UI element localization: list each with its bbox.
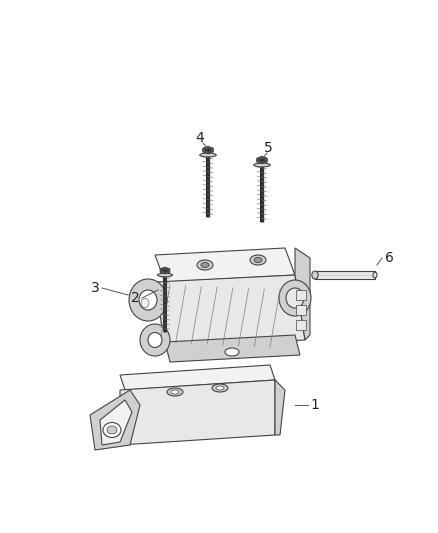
Ellipse shape bbox=[286, 288, 304, 308]
Polygon shape bbox=[100, 400, 132, 445]
Ellipse shape bbox=[254, 257, 262, 262]
Ellipse shape bbox=[373, 272, 377, 278]
Ellipse shape bbox=[216, 386, 224, 390]
Ellipse shape bbox=[158, 273, 173, 277]
Ellipse shape bbox=[279, 280, 311, 316]
Text: 1: 1 bbox=[310, 398, 319, 412]
Polygon shape bbox=[160, 267, 170, 274]
Ellipse shape bbox=[200, 153, 216, 157]
Polygon shape bbox=[203, 147, 213, 154]
Bar bbox=[296, 290, 306, 300]
Ellipse shape bbox=[171, 390, 179, 394]
Polygon shape bbox=[257, 156, 267, 164]
Ellipse shape bbox=[139, 290, 157, 310]
Polygon shape bbox=[90, 390, 140, 450]
Text: 4: 4 bbox=[196, 131, 205, 145]
Ellipse shape bbox=[225, 348, 239, 356]
Ellipse shape bbox=[197, 260, 213, 270]
Polygon shape bbox=[155, 248, 295, 282]
Text: 5: 5 bbox=[264, 141, 272, 155]
Text: 3: 3 bbox=[91, 281, 100, 295]
Ellipse shape bbox=[148, 333, 162, 348]
Ellipse shape bbox=[141, 298, 149, 308]
Polygon shape bbox=[165, 335, 300, 362]
Polygon shape bbox=[120, 380, 275, 445]
Bar bbox=[296, 320, 306, 330]
Bar bbox=[296, 305, 306, 315]
Polygon shape bbox=[275, 380, 285, 435]
Ellipse shape bbox=[140, 324, 170, 356]
Ellipse shape bbox=[312, 271, 318, 279]
Polygon shape bbox=[295, 248, 310, 340]
Text: 2: 2 bbox=[131, 291, 140, 305]
Bar bbox=[315, 271, 375, 279]
Ellipse shape bbox=[254, 163, 270, 167]
Polygon shape bbox=[155, 275, 305, 347]
Ellipse shape bbox=[107, 426, 117, 434]
Ellipse shape bbox=[103, 423, 121, 438]
Ellipse shape bbox=[201, 262, 209, 268]
Ellipse shape bbox=[167, 388, 183, 396]
Ellipse shape bbox=[212, 384, 228, 392]
Polygon shape bbox=[120, 365, 275, 390]
Ellipse shape bbox=[250, 255, 266, 265]
Text: 6: 6 bbox=[385, 251, 394, 265]
Ellipse shape bbox=[129, 279, 167, 321]
